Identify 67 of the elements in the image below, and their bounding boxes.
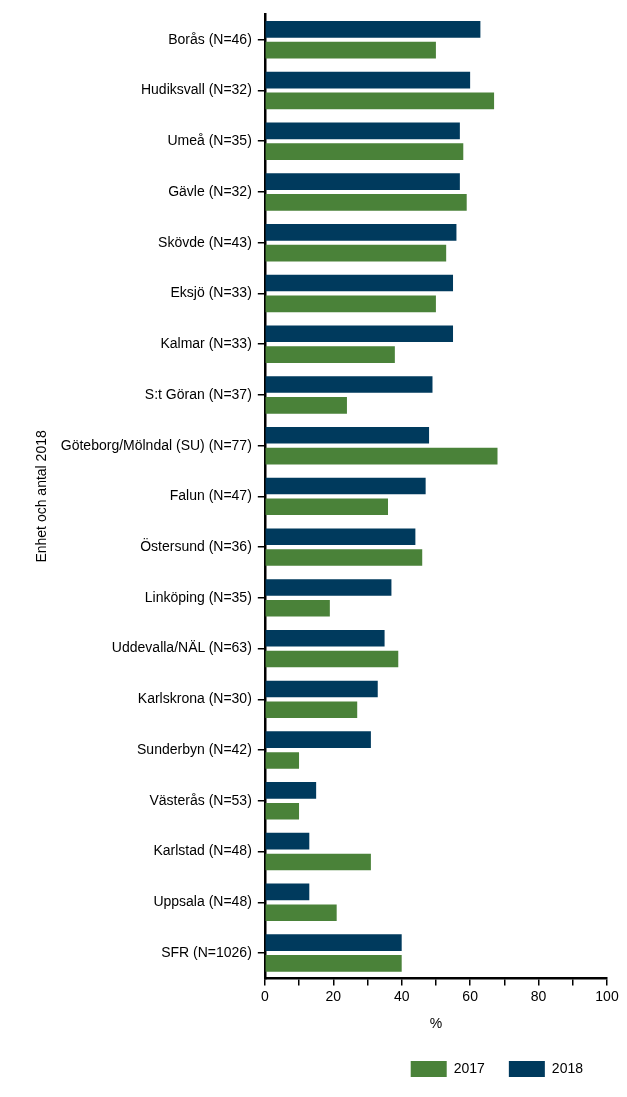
y-tick-label: Uddevalla/NÄL (N=63) — [111, 639, 252, 656]
y-tick-label: Karlskrona (N=30) — [137, 690, 252, 707]
x-tick-label: 20 — [325, 987, 342, 1004]
y-tick-label: Östersund (N=36) — [140, 537, 252, 554]
bar — [265, 904, 337, 922]
y-tick-label: SFR (N=1026) — [161, 943, 252, 960]
bar — [265, 325, 454, 343]
bar — [265, 346, 395, 363]
bar — [265, 41, 436, 59]
bar — [265, 376, 433, 393]
y-tick-label: Falun (N=47) — [169, 487, 252, 504]
y-tick-label: Borås (N=46) — [168, 30, 252, 47]
y-tick-label: S:t Göran (N=37) — [144, 385, 252, 402]
bar — [265, 752, 300, 769]
y-tick-label: Hudiksvall (N=32) — [140, 81, 252, 98]
bar — [265, 498, 389, 516]
bar — [265, 528, 416, 546]
bar — [265, 71, 471, 89]
bar — [265, 549, 423, 566]
bar — [265, 92, 495, 110]
bar — [265, 244, 447, 262]
bar — [265, 274, 454, 292]
x-tick-label: 100 — [595, 987, 619, 1004]
bar — [265, 426, 430, 444]
bar — [265, 194, 467, 211]
bar — [265, 853, 371, 871]
bar — [265, 223, 457, 241]
bar — [265, 397, 347, 414]
bar — [265, 883, 310, 901]
x-tick-label: 0 — [260, 987, 269, 1004]
legend-label: 2018 — [551, 1059, 584, 1076]
bar — [265, 143, 464, 160]
y-tick-label: Karlstad (N=48) — [153, 842, 252, 859]
y-tick-label: Umeå (N=35) — [167, 132, 252, 149]
bar — [265, 731, 371, 748]
y-tick-label: Eksjö (N=33) — [170, 284, 252, 301]
bar — [265, 782, 317, 799]
bar — [265, 802, 300, 820]
bar — [265, 832, 310, 850]
bar — [265, 955, 402, 972]
bar — [265, 680, 378, 698]
y-tick-label: Linköping (N=35) — [144, 588, 252, 605]
y-tick-label: Västerås (N=53) — [149, 791, 252, 808]
x-tick-label: 60 — [462, 987, 479, 1004]
bar — [265, 122, 460, 140]
y-tick-label: Gävle (N=32) — [168, 182, 252, 199]
y-axis-title: Enhet och antal 2018 — [33, 430, 50, 563]
y-tick-label: Göteborg/Mölndal (SU) (N=77) — [60, 436, 252, 453]
y-tick-label: Kalmar (N=33) — [160, 335, 252, 352]
bar — [265, 447, 498, 465]
bar — [265, 599, 330, 617]
bar — [265, 173, 460, 190]
legend-label: 2017 — [453, 1059, 486, 1076]
bar — [265, 295, 436, 313]
bar — [265, 934, 402, 951]
bar — [265, 629, 385, 647]
y-tick-label: Skövde (N=43) — [158, 233, 252, 250]
bar — [265, 579, 392, 596]
x-axis-title: % — [429, 1015, 443, 1032]
bar — [265, 701, 358, 719]
x-tick-label: 40 — [393, 987, 410, 1004]
y-tick-label: Sunderbyn (N=42) — [137, 740, 252, 757]
y-tick-label: Uppsala (N=48) — [153, 893, 252, 910]
bar — [265, 650, 399, 668]
bar — [265, 21, 481, 38]
bar — [265, 477, 426, 495]
x-tick-label: 80 — [530, 987, 547, 1004]
